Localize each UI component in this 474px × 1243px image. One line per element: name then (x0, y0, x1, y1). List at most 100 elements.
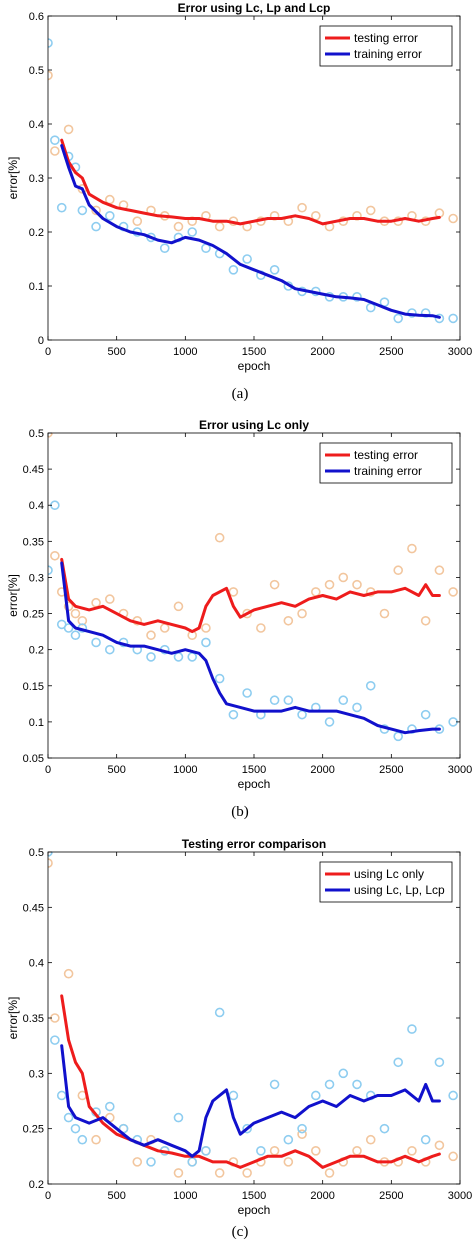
legend-label-1: testing error (354, 448, 418, 462)
legend-label-1: testing error (354, 31, 418, 45)
marker-a-24 (338, 572, 349, 583)
marker-a-28 (393, 565, 404, 576)
y-tick-label: 0.5 (29, 847, 44, 859)
legend: testing error training error (319, 442, 453, 484)
marker-b-19 (269, 1079, 280, 1090)
marker-b-10 (146, 652, 156, 662)
marker-a-29 (434, 1140, 445, 1151)
legend-box (319, 861, 453, 903)
marker-b-19 (269, 695, 280, 706)
x-tick-label: 2500 (379, 346, 403, 358)
marker-b-18 (256, 1146, 266, 1156)
figure-caption: (c) (232, 1224, 249, 1240)
x-tick-label: 2500 (379, 764, 403, 776)
marker-b-15 (214, 673, 225, 684)
figure-caption: (b) (231, 804, 249, 820)
marker-b-11 (159, 243, 170, 253)
marker-b-17 (242, 1123, 252, 1134)
y-tick-label: 0.35 (23, 536, 44, 548)
marker-b-28 (393, 1057, 404, 1068)
marker-b-2 (56, 202, 67, 213)
marker-b-7 (105, 1101, 115, 1112)
marker-a-27 (379, 608, 390, 619)
x-tick-label: 2500 (379, 1190, 403, 1202)
chart-title: Testing error comparison (182, 837, 326, 851)
y-tick-label: 0.2 (29, 227, 44, 239)
y-tick-label: 0.45 (23, 464, 44, 476)
marker-b-3 (63, 623, 74, 633)
marker-b-4 (70, 1123, 81, 1134)
y-axis-label: error[%] (6, 574, 20, 617)
marker-a-29 (407, 543, 417, 554)
marker-a-0 (48, 70, 53, 81)
y-tick-label: 0.4 (29, 958, 44, 970)
figure-caption: (a) (232, 386, 249, 402)
marker-a-4 (91, 1134, 101, 1145)
marker-b-26 (365, 680, 376, 691)
legend-label-1: using Lc only (354, 867, 424, 881)
legend-label-2: training error (354, 47, 422, 61)
marker-b-1 (50, 135, 60, 145)
marker-a-19 (297, 1129, 307, 1139)
x-axis-label: epoch (238, 359, 271, 373)
legend-box (319, 442, 453, 484)
y-axis-label: error[%] (6, 157, 20, 200)
x-tick-label: 1500 (242, 1190, 266, 1202)
y-tick-label: 0.6 (29, 11, 44, 23)
y-tick-label: 0.1 (29, 717, 44, 729)
marker-b-17 (242, 688, 252, 698)
legend: testing error training error (319, 25, 453, 67)
x-tick-label: 2000 (310, 1190, 334, 1202)
marker-a-30 (420, 615, 431, 626)
marker-b-23 (324, 717, 335, 727)
y-tick-label: 0.1 (29, 281, 44, 293)
x-tick-label: 500 (107, 346, 125, 358)
y-tick-label: 0 (38, 335, 44, 347)
marker-b-28 (393, 313, 404, 324)
chart-panel-1: 0 500 1000 1500 2000 2500 3000 0 0.1 0.2 0.3 0.4 0.5… (6, 1, 472, 402)
marker-b-19 (269, 264, 280, 275)
marker-a-7 (105, 594, 115, 604)
marker-a-15 (242, 1168, 252, 1178)
marker-a-27 (407, 1146, 417, 1156)
marker-a-25 (352, 579, 362, 590)
marker-b-13 (187, 227, 197, 237)
x-tick-label: 3000 (448, 1190, 472, 1202)
marker-b-30 (420, 1134, 431, 1145)
marker-b-14 (201, 1146, 211, 1156)
marker-b-25 (352, 702, 362, 713)
series-line-1 (60, 994, 441, 1169)
marker-a-18 (283, 1157, 294, 1167)
marker-b-22 (310, 1090, 321, 1101)
marker-b-16 (228, 264, 239, 275)
marker-b-30 (420, 308, 431, 318)
marker-a-20 (310, 1146, 321, 1156)
marker-b-20 (283, 1134, 294, 1145)
marker-b-1 (50, 1035, 60, 1045)
marker-b-2 (56, 1090, 67, 1101)
x-tick-label: 0 (45, 764, 51, 776)
marker-a-10 (146, 630, 156, 641)
marker-b-24 (338, 1068, 349, 1079)
marker-a-2 (63, 124, 74, 135)
marker-a-23 (324, 579, 335, 590)
marker-b-5 (77, 1134, 88, 1145)
marker-b-3 (63, 1112, 74, 1123)
y-tick-label: 0.25 (23, 609, 44, 621)
x-tick-label: 500 (107, 764, 125, 776)
marker-a-1 (50, 146, 60, 156)
chart-panel-2: 0 500 1000 1500 2000 2500 3000 0.05 0.1 0.15 0.2 0.… (6, 418, 472, 820)
marker-a-14 (201, 623, 211, 633)
marker-b-23 (324, 1079, 335, 1090)
x-tick-label: 500 (107, 1190, 125, 1202)
x-axis-label: epoch (238, 1203, 271, 1217)
marker-a-24 (365, 1134, 376, 1145)
marker-b-27 (379, 1123, 390, 1134)
marker-a-2 (63, 968, 74, 979)
marker-a-4 (91, 205, 101, 216)
y-tick-label: 0.3 (29, 173, 44, 185)
x-tick-label: 1000 (173, 1190, 197, 1202)
legend-label-2: training error (354, 464, 422, 478)
y-tick-label: 0.3 (29, 1068, 44, 1080)
